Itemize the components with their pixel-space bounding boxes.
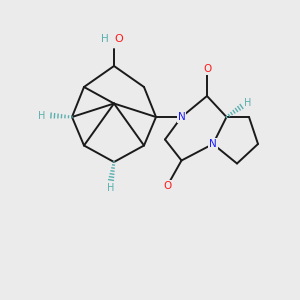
Text: H: H — [38, 110, 46, 121]
Text: H: H — [107, 183, 115, 194]
Text: N: N — [178, 112, 185, 122]
Text: O: O — [203, 64, 211, 74]
Text: O: O — [164, 181, 172, 191]
Text: H: H — [101, 34, 109, 44]
Text: H: H — [244, 98, 252, 108]
Text: N: N — [209, 139, 217, 149]
Text: O: O — [114, 34, 123, 44]
